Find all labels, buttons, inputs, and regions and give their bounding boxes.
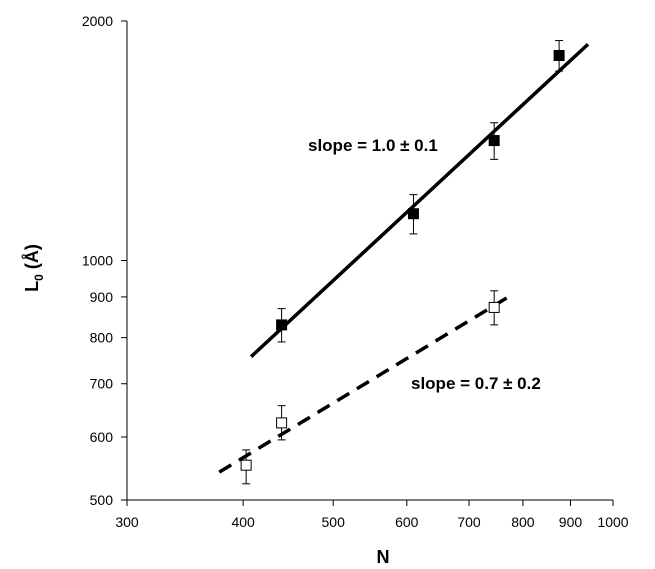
y-tick-label: 500 xyxy=(90,492,114,508)
y-tick-label: 1000 xyxy=(82,253,113,269)
data-point-open-square xyxy=(276,417,288,429)
fit-line-dashed xyxy=(218,293,513,474)
x-tick-label: 500 xyxy=(322,514,346,530)
axes xyxy=(126,21,613,501)
data-point-filled-square xyxy=(407,208,419,220)
x-tick-label: 800 xyxy=(511,514,535,530)
y-tick-label: 700 xyxy=(90,376,114,392)
y-axis-title: L0 (Å) xyxy=(22,244,46,292)
fit-lines xyxy=(218,42,590,474)
slope-annotation-upper: slope = 1.0 ± 0.1 xyxy=(308,136,438,155)
y-ticks: 500 600 700 800 900 1000 2000 xyxy=(82,13,127,508)
slope-annotation-lower: slope = 0.7 ± 0.2 xyxy=(411,374,541,393)
x-ticks: 300 400 500 600 700 800 900 1000 xyxy=(115,500,629,530)
x-tick-label: 900 xyxy=(559,514,583,530)
x-axis-title: N xyxy=(377,547,390,567)
data-point-filled-square xyxy=(488,135,500,147)
x-tick-label: 700 xyxy=(457,514,481,530)
y-tick-label: 800 xyxy=(90,330,114,346)
y-axis-title-main: L xyxy=(22,281,42,292)
y-tick-label: 2000 xyxy=(82,13,113,29)
error-bars xyxy=(242,40,564,485)
y-axis-title-unit: (Å) xyxy=(22,244,42,274)
data-point-filled-square xyxy=(553,49,565,61)
fit-line-solid xyxy=(249,42,590,358)
y-tick-label: 900 xyxy=(90,289,114,305)
x-tick-label: 600 xyxy=(395,514,419,530)
y-tick-label: 600 xyxy=(90,429,114,445)
data-point-open-square xyxy=(240,459,252,471)
data-points xyxy=(240,49,565,471)
x-tick-label: 400 xyxy=(231,514,255,530)
x-tick-label: 1000 xyxy=(597,514,628,530)
data-point-filled-square xyxy=(276,319,288,331)
x-tick-label: 300 xyxy=(115,514,139,530)
data-point-open-square xyxy=(488,301,500,313)
y-axis-title-subscript: 0 xyxy=(32,274,46,281)
